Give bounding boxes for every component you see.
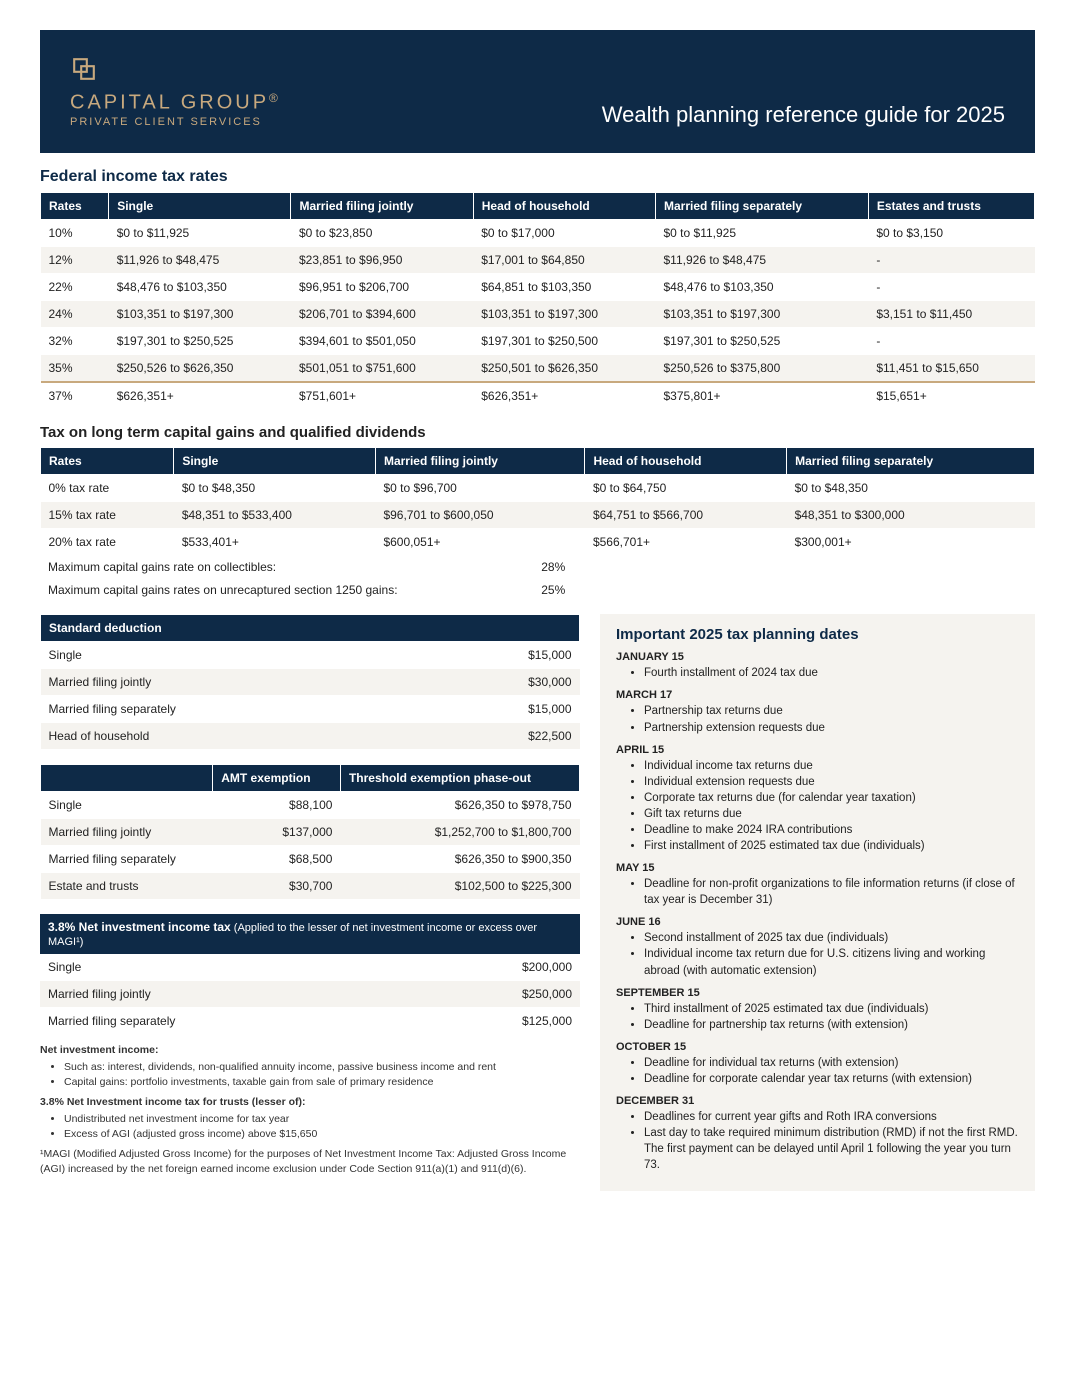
table-row: Head of household$22,500: [41, 723, 580, 750]
table-row: Single$88,100$626,350 to $978,750: [41, 792, 580, 819]
date-item: Deadlines for current year gifts and Rot…: [644, 1109, 1019, 1125]
date-item: Last day to take required minimum distri…: [644, 1125, 1019, 1173]
table-row: 32%$197,301 to $250,525$394,601 to $501,…: [41, 328, 1035, 355]
date-item: First installment of 2025 estimated tax …: [644, 838, 1019, 854]
date-item: Deadline for non-profit organizations to…: [644, 876, 1019, 908]
cap-gains-title: Tax on long term capital gains and quali…: [40, 424, 1035, 441]
table-row: Maximum capital gains rates on unrecaptu…: [40, 579, 587, 602]
cap-gains-extra: Maximum capital gains rate on collectibl…: [40, 556, 587, 602]
date-heading: SEPTEMBER 15: [616, 987, 1019, 999]
date-item: Gift tax returns due: [644, 806, 1019, 822]
table-row: 22%$48,476 to $103,350$96,951 to $206,70…: [41, 274, 1035, 301]
date-heading: MAY 15: [616, 862, 1019, 874]
column-header: Married filing jointly: [375, 448, 584, 475]
column-header: Head of household: [473, 193, 655, 220]
column-header: Married filing separately: [787, 448, 1035, 475]
logo-block: CAPITAL GROUP® PRIVATE CLIENT SERVICES: [70, 55, 281, 128]
page-header: CAPITAL GROUP® PRIVATE CLIENT SERVICES W…: [40, 30, 1035, 153]
niit-header: 3.8% Net investment income tax (Applied …: [40, 914, 580, 954]
column-header: Married filing separately: [656, 193, 869, 220]
table-row: 35%$250,526 to $626,350$501,051 to $751,…: [41, 355, 1035, 383]
table-row: 37%$626,351+$751,601+$626,351+$375,801+$…: [41, 382, 1035, 410]
table-row: Married filing separately$125,000: [40, 1008, 580, 1035]
date-item: Deadline for partnership tax returns (wi…: [644, 1017, 1019, 1033]
table-row: Single$15,000: [41, 642, 580, 669]
date-heading: JUNE 16: [616, 916, 1019, 928]
table-row: Married filing separately$15,000: [41, 696, 580, 723]
date-heading: DECEMBER 31: [616, 1095, 1019, 1107]
logo-subtitle: PRIVATE CLIENT SERVICES: [70, 116, 281, 128]
dates-title: Important 2025 tax planning dates: [616, 626, 1019, 643]
date-item: Deadline for individual tax returns (wit…: [644, 1055, 1019, 1071]
table-row: 20% tax rate$533,401+$600,051+$566,701+$…: [41, 529, 1035, 556]
date-item: Individual income tax returns due: [644, 758, 1019, 774]
dates-panel: Important 2025 tax planning dates JANUAR…: [600, 614, 1035, 1191]
date-item: Fourth installment of 2024 tax due: [644, 665, 1019, 681]
column-header: Rates: [41, 448, 174, 475]
date-item: Deadline to make 2024 IRA contributions: [644, 822, 1019, 838]
table-row: Married filing jointly$137,000$1,252,700…: [41, 819, 580, 846]
niit-table: Single$200,000Married filing jointly$250…: [40, 954, 580, 1035]
column-header: Estates and trusts: [868, 193, 1034, 220]
column-header: Head of household: [585, 448, 787, 475]
amt-table: AMT exemptionThreshold exemption phase-o…: [40, 764, 580, 900]
table-row: Estate and trusts$30,700$102,500 to $225…: [41, 873, 580, 900]
date-item: Partnership tax returns due: [644, 703, 1019, 719]
fed-rates-table: RatesSingleMarried filing jointlyHead of…: [40, 192, 1035, 410]
date-heading: MARCH 17: [616, 689, 1019, 701]
std-deduction-header: Standard deduction: [41, 615, 580, 642]
date-item: Deadline for corporate calendar year tax…: [644, 1071, 1019, 1087]
niit-notes: Net investment income: Such as: interest…: [40, 1043, 580, 1177]
date-item: Individual income tax return due for U.S…: [644, 946, 1019, 978]
table-row: 24%$103,351 to $197,300$206,701 to $394,…: [41, 301, 1035, 328]
date-item: Partnership extension requests due: [644, 720, 1019, 736]
table-row: Married filing jointly$250,000: [40, 981, 580, 1008]
table-row: 15% tax rate$48,351 to $533,400$96,701 t…: [41, 502, 1035, 529]
column-header: Threshold exemption phase-out: [340, 765, 579, 792]
column-header: Rates: [41, 193, 109, 220]
column-header: Single: [109, 193, 291, 220]
column-header: Married filing jointly: [291, 193, 473, 220]
fed-rates-title: Federal income tax rates: [40, 168, 1035, 186]
date-item: Individual extension requests due: [644, 774, 1019, 790]
date-heading: JANUARY 15: [616, 651, 1019, 663]
column-header: [41, 765, 213, 792]
table-row: 0% tax rate$0 to $48,350$0 to $96,700$0 …: [41, 475, 1035, 502]
date-heading: OCTOBER 15: [616, 1041, 1019, 1053]
logo-icon: [70, 55, 98, 83]
cap-gains-table: RatesSingleMarried filing jointlyHead of…: [40, 447, 1035, 556]
table-row: Married filing separately$68,500$626,350…: [41, 846, 580, 873]
column-header: AMT exemption: [213, 765, 341, 792]
table-row: Single$200,000: [40, 954, 580, 981]
page-title: Wealth planning reference guide for 2025: [602, 102, 1005, 128]
table-row: 10%$0 to $11,925$0 to $23,850$0 to $17,0…: [41, 220, 1035, 247]
date-heading: APRIL 15: [616, 744, 1019, 756]
date-item: Second installment of 2025 tax due (indi…: [644, 930, 1019, 946]
std-deduction-table: Standard deduction Single$15,000Married …: [40, 614, 580, 750]
table-row: Married filing jointly$30,000: [41, 669, 580, 696]
table-row: 12%$11,926 to $48,475$23,851 to $96,950$…: [41, 247, 1035, 274]
column-header: Single: [174, 448, 376, 475]
date-item: Corporate tax returns due (for calendar …: [644, 790, 1019, 806]
logo-name: CAPITAL GROUP®: [70, 91, 281, 114]
table-row: Maximum capital gains rate on collectibl…: [40, 556, 587, 579]
date-item: Third installment of 2025 estimated tax …: [644, 1001, 1019, 1017]
